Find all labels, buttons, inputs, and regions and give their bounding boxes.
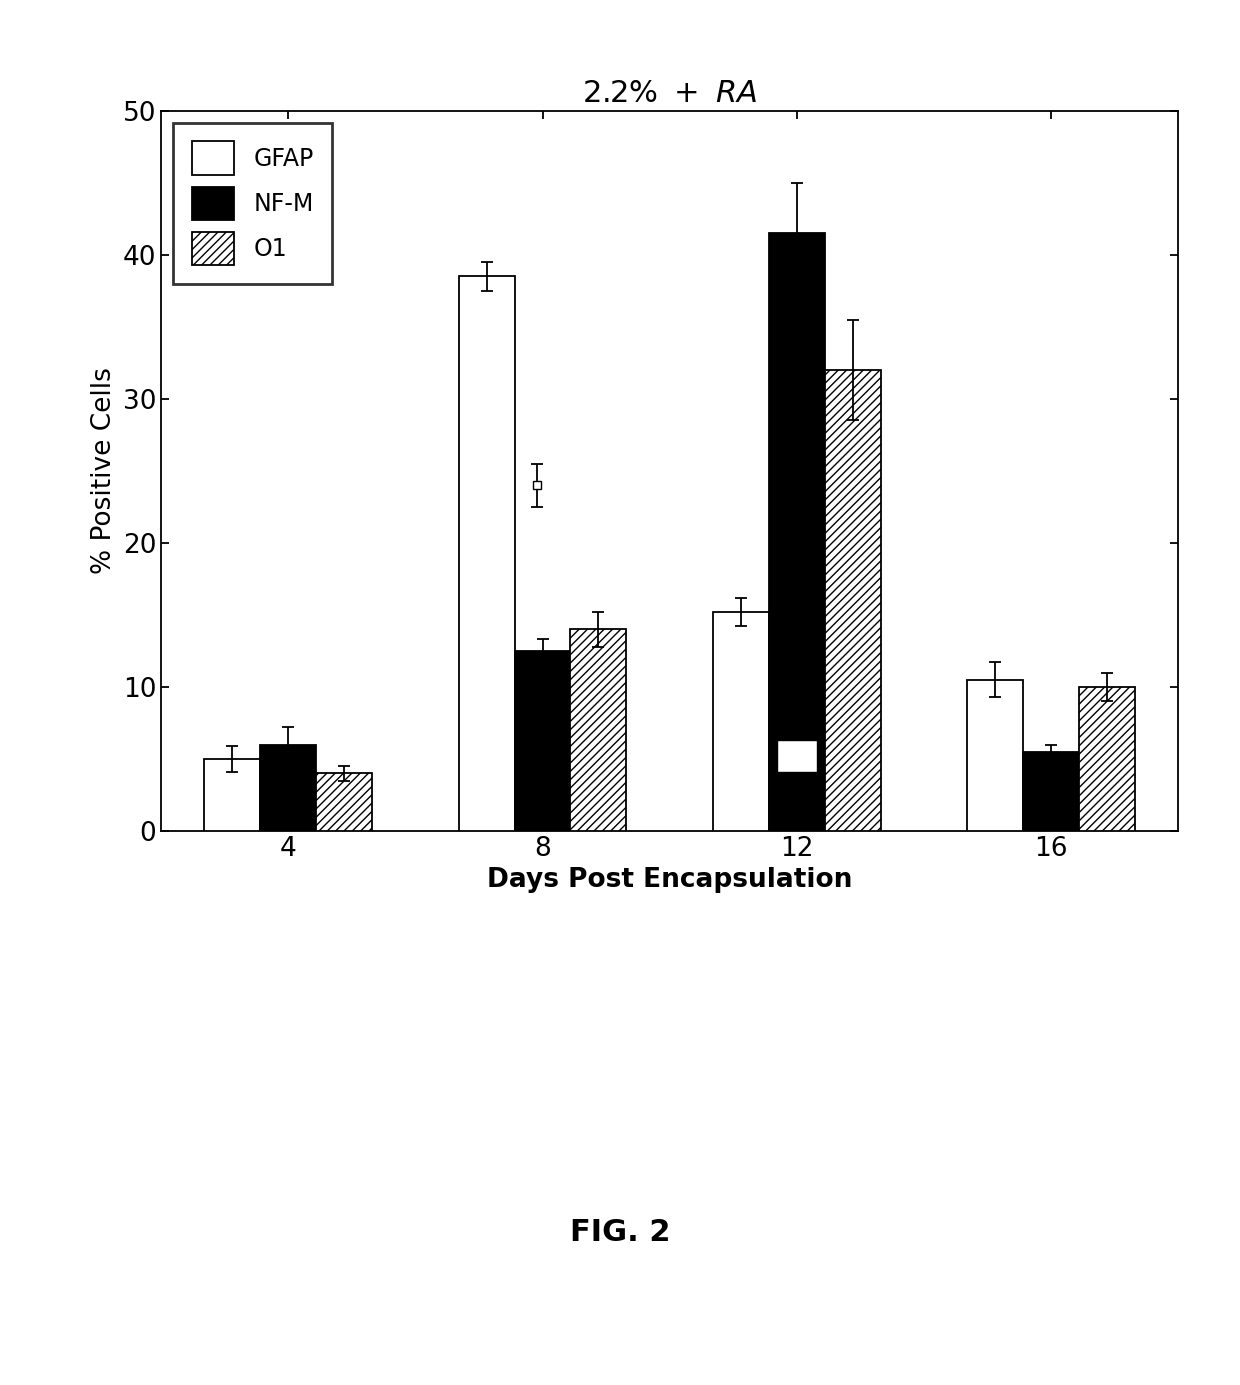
Bar <box>515 651 570 831</box>
Legend: GFAP, NF-M, O1: GFAP, NF-M, O1 <box>174 123 332 284</box>
Bar <box>205 759 260 831</box>
Title: $2.2\%\ +\ \mathit{RA}$: $2.2\%\ +\ \mathit{RA}$ <box>582 79 758 108</box>
Y-axis label: % Positive Cells: % Positive Cells <box>92 367 118 575</box>
Bar <box>459 277 515 831</box>
Bar <box>1079 687 1135 831</box>
X-axis label: Days Post Encapsulation: Days Post Encapsulation <box>487 867 852 893</box>
Bar <box>316 773 372 831</box>
Bar <box>776 740 817 771</box>
Bar <box>713 612 769 831</box>
Bar <box>769 233 825 831</box>
Text: FIG. 2: FIG. 2 <box>569 1219 671 1246</box>
Bar <box>1023 752 1079 831</box>
Bar <box>260 745 316 831</box>
Bar <box>967 680 1023 831</box>
Bar <box>825 370 880 831</box>
Bar <box>570 629 626 831</box>
